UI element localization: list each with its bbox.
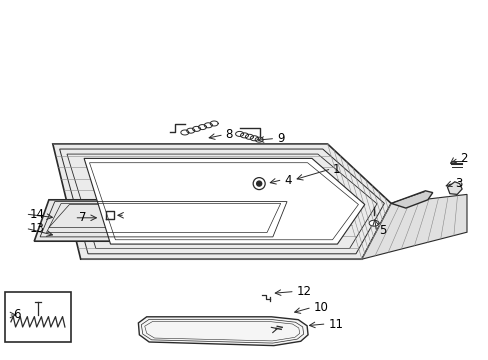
Polygon shape: [447, 182, 461, 194]
Polygon shape: [390, 191, 432, 208]
Text: 5: 5: [379, 224, 386, 237]
Polygon shape: [84, 158, 364, 244]
Text: 6: 6: [13, 309, 20, 321]
Text: 14: 14: [30, 208, 45, 221]
Text: 8: 8: [225, 129, 232, 141]
Text: 2: 2: [459, 152, 467, 165]
Circle shape: [253, 177, 264, 190]
Text: 10: 10: [313, 301, 328, 314]
Text: 1: 1: [332, 163, 340, 176]
Polygon shape: [368, 220, 378, 226]
Text: 9: 9: [276, 132, 284, 145]
Circle shape: [256, 181, 261, 186]
Text: 3: 3: [454, 177, 462, 190]
Text: 7: 7: [79, 211, 86, 224]
Bar: [5, 292, 71, 342]
Polygon shape: [53, 144, 390, 259]
Polygon shape: [43, 203, 280, 231]
Polygon shape: [138, 317, 307, 346]
Text: 13: 13: [30, 222, 45, 235]
Text: 4: 4: [284, 174, 291, 186]
Text: 11: 11: [327, 318, 343, 330]
Text: 12: 12: [296, 285, 311, 298]
Polygon shape: [34, 200, 293, 241]
Polygon shape: [361, 194, 466, 259]
